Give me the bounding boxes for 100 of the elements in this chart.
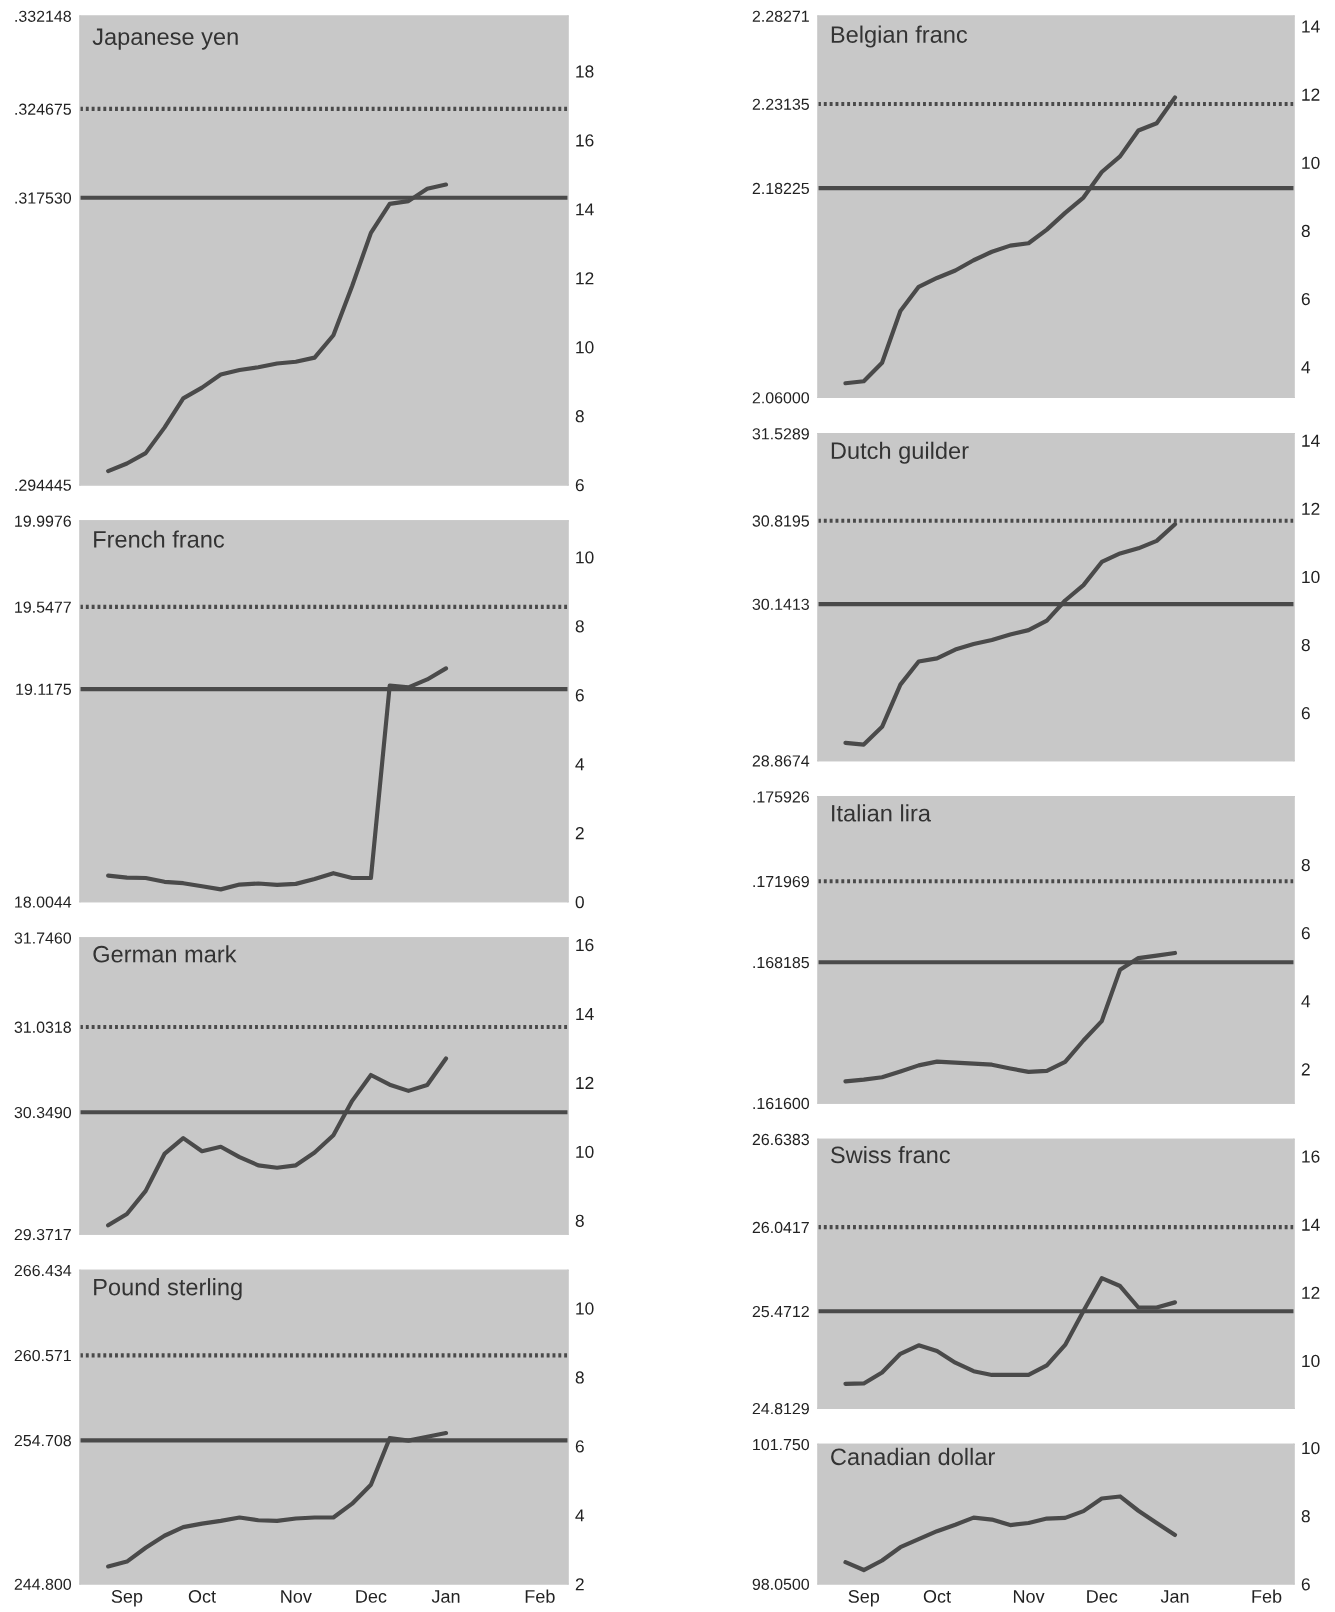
y2-tick-label: 8 <box>1301 858 1310 872</box>
x-tick-label: Sep <box>848 1590 880 1607</box>
y-tick-label: 2.28271 <box>752 10 809 22</box>
y2-tick-label: 10 <box>576 551 594 564</box>
y-tick-label: .294445 <box>15 479 71 491</box>
y2-tick-label: 4 <box>575 758 585 771</box>
y-tick-label: 19.9976 <box>15 515 71 527</box>
y-tick-label: .324675 <box>15 103 71 115</box>
y2-tick-label: 10 <box>1302 156 1320 169</box>
y-tick-label: 30.1413 <box>752 598 809 610</box>
y-tick-label: .168185 <box>753 956 809 969</box>
y-tick-label: 266.434 <box>14 1264 72 1277</box>
x-tick-label: Dec <box>1087 1590 1118 1603</box>
chart-title: German mark <box>93 945 237 963</box>
y-tick-label: 18.0044 <box>15 896 72 908</box>
y-tick-label: 98.0500 <box>752 1578 810 1590</box>
y-tick-label: 26.6383 <box>752 1133 809 1146</box>
y2-tick-label: 14 <box>1302 20 1320 33</box>
y-tick-label: 31.0318 <box>14 1021 71 1033</box>
y2-tick-label: 16 <box>576 134 594 147</box>
x-tick-label: Oct <box>923 1590 951 1603</box>
y2-tick-label: 8 <box>1301 1510 1310 1523</box>
y2-tick-label: 2 <box>575 1578 584 1591</box>
y2-tick-label: 12 <box>576 272 594 285</box>
chart-title: Canadian dollar <box>831 1447 995 1466</box>
chart-title: Belgian franc <box>831 25 968 48</box>
y2-tick-label: 6 <box>575 689 584 702</box>
y-tick-label: 30.8195 <box>752 515 809 527</box>
y2-tick-label: 2 <box>1301 1063 1310 1076</box>
y2-tick-label: 8 <box>575 620 584 633</box>
y2-tick-label: 14 <box>576 1007 594 1020</box>
y2-tick-label: 10 <box>576 1302 594 1315</box>
y2-tick-label: 12 <box>1302 502 1320 515</box>
y2-tick-label: 6 <box>1301 927 1310 940</box>
y2-tick-label: 8 <box>1301 638 1310 652</box>
y-tick-label: 244.800 <box>14 1578 72 1590</box>
x-tick-label: Jan <box>1160 1590 1189 1603</box>
y-tick-label: 2.23135 <box>752 98 809 110</box>
x-tick-label: Dec <box>356 1590 387 1603</box>
y2-tick-label: 14 <box>1302 1218 1320 1231</box>
y-tick-label: 26.0417 <box>752 1221 809 1234</box>
y-tick-label: 29.3717 <box>14 1228 71 1241</box>
line-series <box>843 1494 1178 1573</box>
y-tick-label: .175926 <box>753 791 809 803</box>
y-tick-label: 28.8674 <box>752 755 810 767</box>
y2-tick-label: 6 <box>575 1440 584 1453</box>
y2-tick-label: 8 <box>575 1214 584 1227</box>
x-tick-label: Feb <box>1252 1589 1282 1603</box>
y2-tick-label: 8 <box>1301 224 1310 238</box>
x-tick-label: Nov <box>281 1590 312 1603</box>
x-tick-label: Jan <box>431 1590 460 1603</box>
x-tick-label: Sep <box>111 1590 143 1607</box>
y2-tick-label: 8 <box>575 410 584 423</box>
y-tick-label: 260.571 <box>14 1349 71 1362</box>
y2-tick-label: 4 <box>1301 361 1311 374</box>
y2-tick-label: 18 <box>576 65 594 78</box>
chart-title: Japanese yen <box>92 28 238 50</box>
y-tick-label: .161600 <box>753 1097 810 1110</box>
y-tick-label: 31.5289 <box>752 428 809 440</box>
y2-tick-label: 10 <box>1302 1441 1320 1455</box>
y-tick-label: .171969 <box>753 875 809 888</box>
y2-tick-label: 2 <box>575 827 584 840</box>
y-tick-label: 24.8129 <box>752 1402 809 1415</box>
y2-tick-label: 0 <box>575 895 584 909</box>
y-tick-label: 254.708 <box>14 1434 71 1447</box>
y-tick-label: 19.1175 <box>16 683 71 696</box>
y2-tick-label: 4 <box>575 1509 585 1522</box>
x-tick-label: Nov <box>1013 1590 1045 1603</box>
y-tick-label: 2.06000 <box>752 392 810 404</box>
y2-tick-label: 12 <box>1302 88 1320 101</box>
y2-tick-label: 16 <box>1302 1150 1320 1163</box>
y-tick-label: 101.750 <box>753 1438 810 1451</box>
chart-title: Pound sterling <box>94 1278 242 1301</box>
y-tick-label: 25.4712 <box>752 1305 809 1318</box>
y-tick-label: .317530 <box>15 192 72 204</box>
y2-tick-label: 10 <box>576 1145 594 1158</box>
chart-title: French franc <box>94 530 225 548</box>
chart-title: Dutch guilder <box>831 441 969 464</box>
y-tick-label: 19.5477 <box>15 601 71 613</box>
x-tick-label: Feb <box>525 1589 555 1603</box>
y-tick-label: 2.18225 <box>752 182 809 195</box>
y2-tick-label: 10 <box>1302 1354 1320 1368</box>
x-tick-label: Oct <box>188 1590 216 1603</box>
y-tick-label: 31.7460 <box>14 932 72 944</box>
y2-tick-label: 10 <box>576 341 594 354</box>
chart-title: Swiss franc <box>830 1145 950 1164</box>
y-tick-label: 30.3490 <box>14 1106 72 1119</box>
y2-tick-label: 12 <box>576 1076 594 1089</box>
y2-tick-label: 6 <box>1301 292 1310 306</box>
y2-tick-label: 14 <box>576 203 594 216</box>
chart-title: Italian lira <box>832 804 931 822</box>
y2-tick-label: 6 <box>1301 1578 1310 1591</box>
y-tick-label: .332148 <box>15 10 71 22</box>
y2-tick-label: 16 <box>576 938 594 952</box>
y2-tick-label: 10 <box>1302 570 1320 584</box>
y2-tick-label: 14 <box>1302 434 1320 447</box>
y2-tick-label: 8 <box>575 1371 584 1384</box>
y2-tick-label: 6 <box>575 479 584 492</box>
y2-tick-label: 4 <box>1301 995 1311 1008</box>
y2-tick-label: 6 <box>1301 707 1310 720</box>
